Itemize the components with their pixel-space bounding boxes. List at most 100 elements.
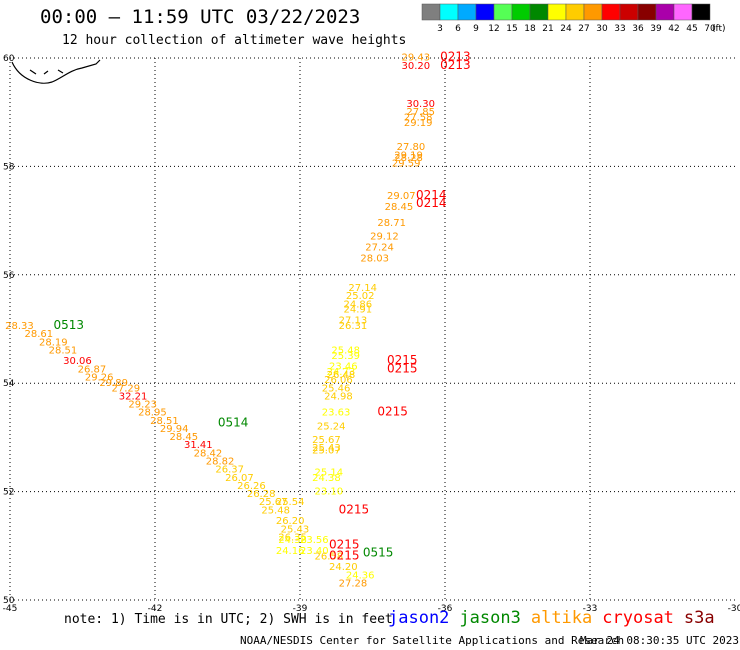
wave-height-label: 27.14	[348, 283, 377, 294]
wave-height-label: 24.86	[344, 299, 373, 310]
credit-text: NOAA/NESDIS Center for Satellite Applica…	[240, 634, 625, 647]
wave-height-label: 30.30	[406, 99, 435, 110]
colorbar-tick-label: 33	[614, 24, 625, 34]
pass-label: 0213	[440, 58, 471, 72]
wave-height-label: 24.38	[312, 473, 341, 484]
y-tick-label: 54	[3, 379, 15, 389]
legend-jason3: jason3	[459, 608, 521, 628]
wave-height-label: 25.14	[315, 467, 344, 478]
wave-height-label: 27.29	[112, 383, 141, 394]
pass-label: 0515	[363, 546, 394, 560]
wave-height-label: 25.48	[261, 505, 290, 516]
wave-height-label: 23.46	[329, 362, 358, 373]
wave-height-label: 25.46	[322, 383, 351, 394]
wave-height-label: 25.24	[317, 421, 346, 432]
x-tick-label: -30	[728, 604, 740, 614]
wave-height-label: 29.19	[404, 118, 433, 129]
pass-label: 0215	[377, 405, 408, 419]
colorbar-tick-label: 24	[560, 24, 572, 34]
colorbar-tick-label: 39	[650, 24, 662, 34]
wave-height-label: 25.43	[312, 443, 341, 454]
wave-height-label: 26.26	[237, 481, 266, 492]
wave-height-label: 24.91	[344, 305, 373, 316]
colorbar-tick-label: 21	[542, 24, 553, 34]
colorbar-tick-label: 45	[686, 24, 697, 34]
x-tick-label: -33	[583, 604, 598, 614]
wave-height-label: 25.67	[312, 435, 341, 446]
wave-height-label: 28.42	[194, 448, 223, 459]
wave-height-label: 28.28	[394, 153, 423, 164]
wave-height-label: 28.51	[150, 416, 179, 427]
colorbar-tick-label: 12	[488, 24, 499, 34]
wave-height-label: 26.28	[247, 489, 276, 500]
legend-altika: altika	[530, 608, 593, 628]
wave-height-label: 27.24	[365, 242, 394, 253]
wave-height-label: 29.07	[387, 191, 416, 202]
x-tick-label: -36	[438, 604, 453, 614]
y-tick-label: 50	[3, 596, 15, 606]
wave-height-label: 29.89	[99, 378, 128, 389]
colorbar-tick-label: 6	[455, 24, 461, 34]
colorbar-tick-label: 42	[668, 24, 679, 34]
wave-height-label: 29.19	[394, 150, 423, 161]
wave-height-label: 28.82	[206, 457, 235, 468]
pass-label: 0215	[329, 548, 360, 562]
pass-label: 0213	[440, 50, 471, 64]
wave-height-label: 26.87	[78, 364, 107, 375]
colorbar-tick-label: 3	[437, 24, 443, 34]
satellite-legend: jason2 jason3 altika cryosat s3a	[388, 608, 725, 628]
wave-height-label: 25.48	[331, 345, 360, 356]
wave-height-label: 30.06	[63, 356, 92, 367]
x-tick-label: -39	[293, 604, 308, 614]
page-subtitle: 12 hour collection of altimeter wave hei…	[62, 33, 407, 48]
pass-label: 0214	[416, 188, 447, 202]
page-title: 00:00 – 11:59 UTC 03/22/2023	[40, 6, 361, 28]
pass-label: 0215	[387, 353, 418, 367]
wave-height-label: 29.23	[128, 400, 157, 411]
pass-label: 0215	[339, 502, 370, 516]
wave-height-label: 27.85	[406, 107, 435, 118]
wave-height-label: 29.59	[392, 158, 421, 169]
wave-height-label: 23.10	[315, 486, 344, 497]
pass-label: 0514	[218, 416, 249, 430]
wave-height-label: 28.51	[49, 345, 78, 356]
wave-height-label: 28.61	[25, 329, 54, 340]
wave-height-label: 30.20	[402, 61, 431, 72]
wave-height-label: 24.16	[276, 546, 305, 557]
y-tick-label: 56	[3, 271, 15, 281]
wave-height-label: 24.98	[324, 391, 353, 402]
wave-height-label: 28.03	[360, 253, 389, 264]
legend-jason2: jason2	[388, 608, 450, 628]
y-tick-label: 60	[3, 54, 15, 64]
wave-height-label: 28.19	[39, 337, 68, 348]
legend-cryosat: cryosat	[602, 608, 674, 628]
wave-height-label: 25.39	[331, 351, 360, 362]
pass-label: 0513	[54, 318, 85, 332]
wave-height-label: 28.45	[385, 202, 414, 213]
colorbar-tick-label: 18	[524, 24, 536, 34]
wave-height-label: 27.28	[339, 578, 368, 589]
wave-height-label: 28.45	[170, 432, 199, 443]
wave-height-label: 25.67	[259, 497, 288, 508]
wave-height-label: 28.33	[5, 321, 34, 332]
coastline	[11, 59, 101, 84]
wave-height-label: 31.41	[184, 440, 213, 451]
footer-note: note: 1) Time is in UTC; 2) SWH is in fe…	[64, 612, 393, 627]
wave-height-label: 25.43	[281, 524, 310, 535]
wave-height-label: 23.63	[322, 408, 351, 419]
colorbar-unit: (ft)	[712, 24, 726, 34]
colorbar-tick-label: 36	[632, 24, 644, 34]
colorbar-tick-label: 27	[578, 24, 589, 34]
wave-height-label: 26.07	[225, 473, 254, 484]
colorbar-tick-label: 9	[473, 24, 479, 34]
wave-height-label: 24.36	[346, 570, 375, 581]
wave-height-label: 25.54	[276, 497, 305, 508]
colorbar: 3 6 9 12 15 18 21 24 27 30 33 36 39 42 45 70(ft)	[421, 3, 726, 34]
wave-height-label: 27.13	[339, 316, 368, 327]
wave-height-label: 26.06	[324, 375, 353, 386]
wave-height-label: 29.94	[160, 424, 189, 435]
wave-height-label: 23.40	[300, 546, 329, 557]
wave-height-label: 26.48	[327, 370, 356, 381]
wave-height-label: 27.80	[397, 142, 426, 153]
